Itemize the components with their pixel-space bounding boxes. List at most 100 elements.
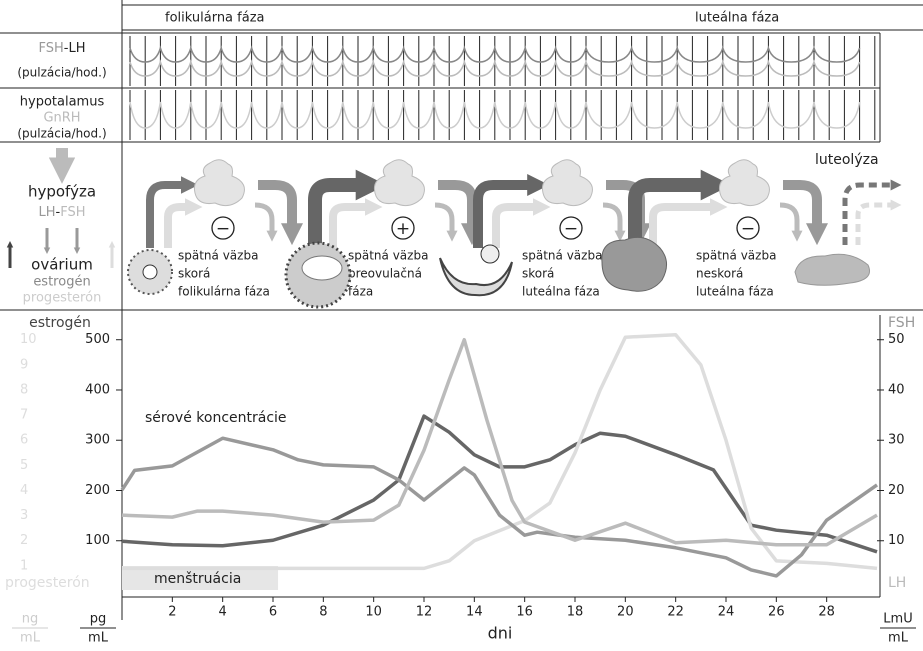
x-tick-label: 8 — [319, 605, 327, 620]
y2-tick-label: 50 — [888, 332, 905, 347]
row-unit: (pulzácia/hod.) — [17, 127, 106, 141]
y2-tick-label: 20 — [888, 483, 905, 498]
y3-tick-label: 9 — [20, 357, 28, 372]
luteolysis-label: luteolýza — [815, 152, 879, 168]
lh-fsh-label: LH-FSH — [38, 205, 85, 220]
stage-text: spätná väzba — [178, 249, 258, 263]
y3-tick-label: 8 — [20, 382, 28, 397]
pituitary-icon — [374, 160, 424, 206]
series-line — [122, 335, 877, 569]
estrogen-label: estrogén — [33, 275, 90, 290]
stage-text: luteálna fáza — [522, 285, 600, 299]
y3-tick-label: 1 — [20, 558, 28, 573]
oocyte — [143, 265, 157, 279]
stage-text: preovulačná — [348, 267, 422, 281]
hormone-arrow — [255, 205, 272, 235]
feedback-arrow — [478, 185, 536, 248]
y2-tick-label: 10 — [888, 533, 905, 548]
x-tick-label: 14 — [466, 605, 483, 620]
x-tick-label: 18 — [567, 605, 584, 620]
y3-tick-label: 6 — [20, 433, 28, 448]
corpus-luteum — [602, 237, 667, 291]
stage-text: skorá — [178, 267, 210, 281]
row-label: GnRH — [43, 111, 80, 126]
feedback-arrow — [496, 207, 540, 248]
stage-text: neskorá — [696, 267, 743, 281]
y2-tick-label: 30 — [888, 433, 905, 448]
ruptured-follicle — [440, 258, 512, 295]
x-tick-label: 26 — [768, 605, 785, 620]
series-name: estrogén — [29, 315, 91, 331]
unit-top: pg — [90, 612, 107, 627]
corpus-albicans — [795, 254, 870, 285]
x-tick-label: 20 — [617, 605, 634, 620]
y2-tick-label: 40 — [888, 382, 905, 397]
feedback-sign: + — [396, 219, 410, 239]
diagram: − spätná väzba skorá folikulárna fáza + spätn… — [128, 160, 870, 307]
oocyte — [481, 245, 499, 263]
unit-top: ng — [22, 612, 39, 627]
y3-tick-label: 2 — [20, 533, 28, 548]
pituitary-icon — [542, 160, 592, 206]
x-tick-label: 10 — [365, 605, 382, 620]
y3-tick-label: 3 — [20, 508, 28, 523]
stage-text: fáza — [348, 285, 373, 299]
stage-text: spätná väzba — [696, 249, 776, 263]
stage-text: skorá — [522, 267, 554, 281]
unit-top: LmU — [883, 612, 912, 627]
y3-tick-label: 10 — [20, 332, 37, 347]
y-tick-label: 200 — [85, 483, 110, 498]
y-tick-label: 500 — [85, 332, 110, 347]
row-label: FSH-LH — [39, 41, 86, 56]
y3-tick-label: 7 — [20, 408, 28, 423]
frame — [0, 0, 923, 620]
y-tick-label: 100 — [85, 533, 110, 548]
stage-text: luteálna fáza — [696, 285, 774, 299]
x-tick-label: 24 — [718, 605, 735, 620]
chart-title: sérové koncentrácie — [145, 410, 287, 426]
x-axis-title: dni — [488, 624, 513, 643]
row-label: hypotalamus — [20, 95, 105, 110]
label-part: -LH — [64, 41, 86, 56]
feedback-arrow — [168, 207, 192, 248]
x-tick-label: 2 — [168, 605, 176, 620]
y-tick-label: 300 — [85, 433, 110, 448]
series-name: FSH — [888, 315, 915, 331]
feedback-sign: − — [564, 219, 578, 239]
label-part: LH — [38, 205, 55, 220]
x-tick-label: 4 — [219, 605, 227, 620]
stage-text: folikulárna fáza — [178, 285, 270, 299]
label-part: FSH — [39, 41, 64, 56]
pituitary-label: hypofýza — [28, 183, 96, 201]
luteolysis-arrows — [845, 185, 895, 245]
y3-tick-label: 4 — [20, 483, 28, 498]
x-tick-label: 12 — [416, 605, 433, 620]
series-name: progesterón — [5, 575, 90, 591]
unit-bottom: mL — [88, 631, 109, 646]
hormone-arrow — [435, 205, 452, 235]
antrum — [302, 256, 342, 280]
feedback-sign: − — [216, 219, 230, 239]
unit-bottom: mL — [888, 631, 909, 646]
unit-bottom: mL — [20, 631, 41, 646]
stage-text: spätná väzba — [522, 249, 602, 263]
x-tick-label: 22 — [667, 605, 684, 620]
pituitary-icon — [719, 160, 769, 206]
label-part: FSH — [60, 205, 85, 220]
phase-label: luteálna fáza — [695, 11, 779, 26]
hormone-arrow — [780, 205, 797, 235]
feedback-arrow — [315, 185, 368, 248]
x-tick-label: 6 — [269, 605, 277, 620]
row-unit: (pulzácia/hod.) — [17, 66, 106, 80]
y-tick-label: 400 — [85, 382, 110, 397]
annotation: menštruácia — [154, 571, 241, 587]
hormone-arrow — [603, 205, 620, 235]
stage-text: spätná väzba — [348, 249, 428, 263]
feedback-arrow — [333, 207, 372, 248]
page: folikulárna fáza luteálna fáza FSH-LH (p… — [0, 0, 923, 647]
x-tick-label: 28 — [818, 605, 835, 620]
x-tick-label: 16 — [516, 605, 533, 620]
progesterone-label: progesterón — [23, 291, 102, 306]
ovary-label: ovárium — [31, 256, 93, 274]
